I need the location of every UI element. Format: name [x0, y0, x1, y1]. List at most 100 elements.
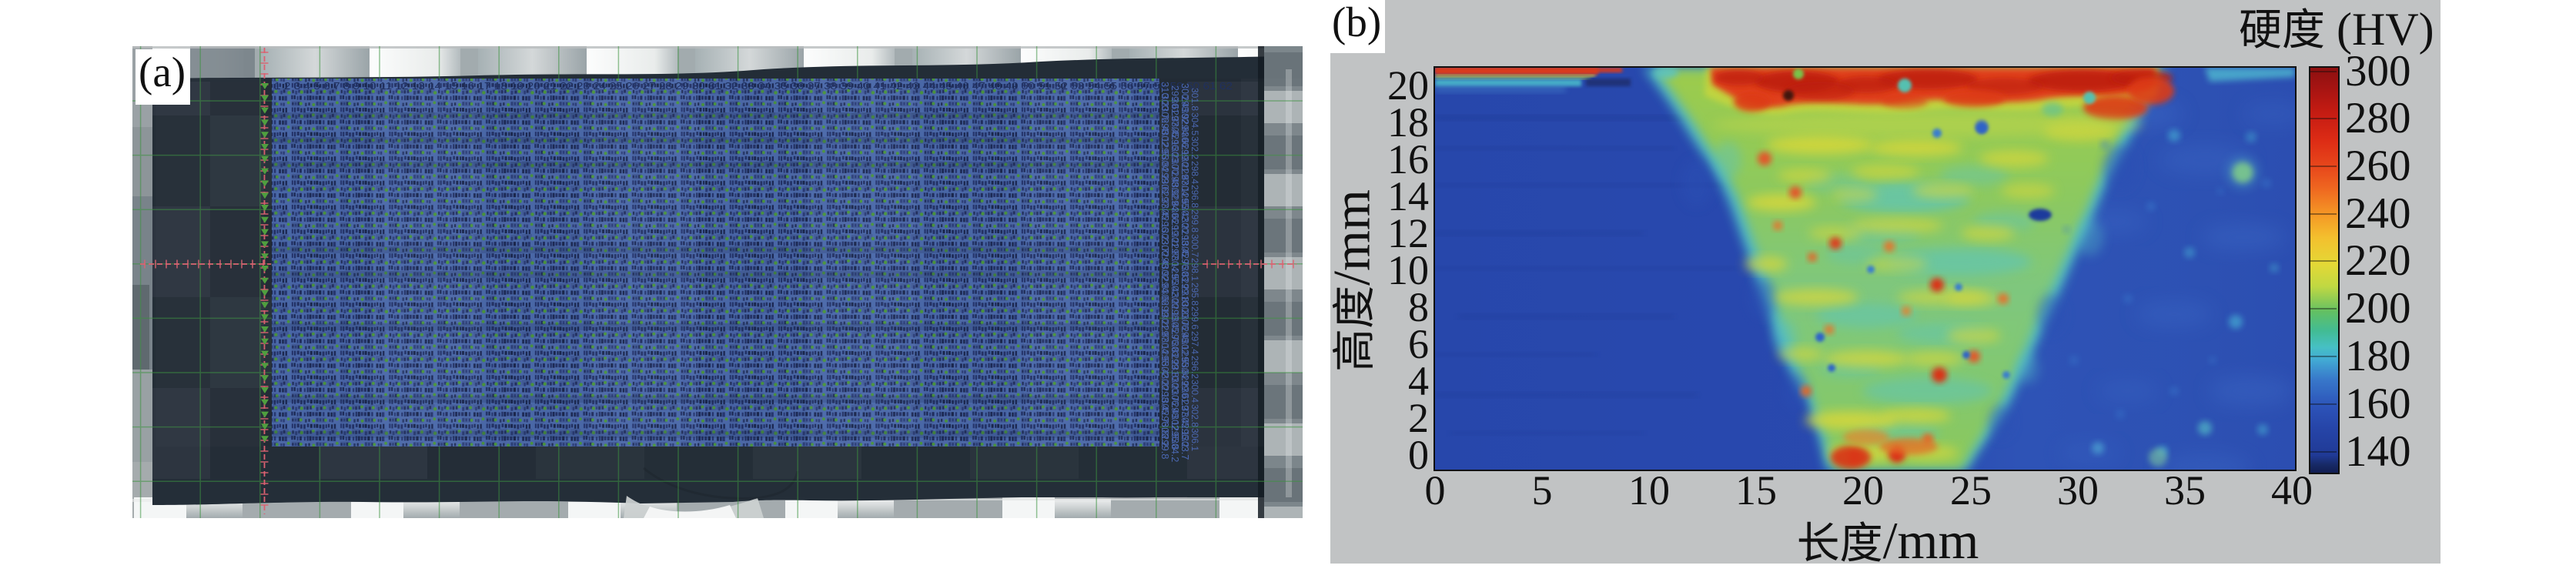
svg-text:306.1: 306.1	[1179, 132, 1190, 156]
svg-text:295.8: 295.8	[1179, 351, 1190, 375]
svg-text:298.9: 298.9	[1159, 252, 1171, 277]
svg-text:303.2: 303.2	[1169, 341, 1180, 365]
svg-text:299.8: 299.8	[1179, 278, 1190, 302]
svg-text:295.4: 295.4	[1169, 268, 1180, 292]
svg-text:297.1: 297.1	[1179, 169, 1190, 192]
svg-text:306.1: 306.1	[1189, 428, 1200, 451]
svg-text:303.7: 303.7	[1169, 146, 1180, 170]
svg-text:300.1: 300.1	[1169, 293, 1180, 316]
svg-text:303.2: 303.2	[1179, 266, 1190, 289]
svg-text:295.8: 295.8	[1159, 142, 1171, 168]
svg-text:300.4: 300.4	[1169, 159, 1180, 182]
svg-text:300.4: 300.4	[1179, 83, 1190, 107]
svg-text:300.7: 300.7	[1179, 302, 1190, 326]
svg-text:299.2: 299.2	[1159, 300, 1171, 326]
svg-text:304.5: 304.5	[1159, 337, 1171, 363]
svg-text:294.6: 294.6	[1159, 276, 1171, 302]
svg-text:302.5: 302.5	[1159, 130, 1171, 156]
svg-text:301.8: 301.8	[1189, 88, 1200, 111]
svg-text:304.2: 304.2	[1169, 438, 1180, 462]
svg-text:297.4: 297.4	[1169, 110, 1180, 134]
svg-text:297.4: 297.4	[1189, 331, 1200, 354]
svg-text:301.8: 301.8	[1169, 232, 1180, 256]
svg-text:300.7: 300.7	[1189, 234, 1200, 257]
svg-text:305.1: 305.1	[1179, 412, 1190, 436]
svg-text:1 2 3 4 5 6 7 8 9 10 11 12 13: 1 2 3 4 5 6 7 8 9 10 11 12 13 14 15 16 1…	[274, 81, 1233, 92]
svg-text:302.2: 302.2	[1189, 136, 1200, 159]
svg-text:299.6: 299.6	[1169, 85, 1180, 109]
svg-text:303.7: 303.7	[1179, 436, 1190, 460]
svg-text:294.6: 294.6	[1169, 195, 1180, 219]
svg-text:297.1: 297.1	[1169, 243, 1180, 267]
svg-text:294.6: 294.6	[1179, 119, 1190, 143]
svg-text:298.1: 298.1	[1159, 118, 1171, 143]
svg-text:302.5: 302.5	[1179, 339, 1190, 363]
svg-text:298.1: 298.1	[1169, 402, 1180, 426]
svg-text:296.2: 296.2	[1159, 216, 1171, 241]
svg-text:300.7: 300.7	[1159, 94, 1171, 119]
svg-text:299.6: 299.6	[1159, 167, 1171, 192]
svg-text:305.1: 305.1	[1169, 122, 1180, 146]
svg-text:300.7: 300.7	[1169, 377, 1180, 401]
svg-text:298.4: 298.4	[1159, 386, 1171, 411]
svg-text:310.2: 310.2	[1169, 365, 1180, 389]
svg-text:302.2: 302.2	[1169, 280, 1180, 304]
svg-text:297.4: 297.4	[1179, 400, 1190, 423]
svg-text:297.1: 297.1	[1159, 325, 1171, 350]
svg-text:296.8: 296.8	[1189, 185, 1200, 208]
svg-text:300.4: 300.4	[1189, 380, 1200, 403]
svg-text:306.4: 306.4	[1169, 390, 1180, 413]
svg-text:295.8: 295.8	[1189, 283, 1200, 306]
svg-text:302.8: 302.8	[1179, 108, 1190, 132]
svg-text:296.2: 296.2	[1179, 423, 1190, 447]
svg-text:299.2: 299.2	[1179, 144, 1190, 168]
svg-text:305.1: 305.1	[1159, 203, 1171, 229]
svg-text:303.7: 303.7	[1159, 228, 1171, 253]
svg-text:295.8: 295.8	[1169, 426, 1180, 450]
svg-text:305.7: 305.7	[1169, 316, 1180, 340]
svg-text:296.8: 296.8	[1169, 329, 1180, 353]
svg-text:300.4: 300.4	[1159, 239, 1171, 265]
svg-text:304.2: 304.2	[1159, 155, 1171, 180]
svg-text:302.2: 302.2	[1179, 205, 1190, 229]
svg-text:300.1: 300.1	[1159, 373, 1171, 399]
svg-text:304.2: 304.2	[1179, 363, 1190, 386]
svg-text:310.2: 310.2	[1159, 82, 1171, 107]
svg-text:305.7: 305.7	[1159, 398, 1171, 423]
svg-text:299.2: 299.2	[1169, 219, 1180, 243]
svg-text:300.1: 300.1	[1179, 217, 1190, 241]
svg-text:302.5: 302.5	[1169, 414, 1180, 438]
svg-text:304.5: 304.5	[1169, 256, 1180, 279]
svg-text:298.1: 298.1	[1189, 258, 1200, 281]
svg-text:302.8: 302.8	[1159, 264, 1171, 289]
svg-text:296.2: 296.2	[1189, 356, 1200, 379]
svg-text:301.8: 301.8	[1179, 156, 1190, 180]
svg-text:306.4: 306.4	[1159, 106, 1171, 132]
svg-text:306.4: 306.4	[1179, 314, 1190, 338]
svg-text:304.5: 304.5	[1179, 180, 1190, 204]
svg-text:299.6: 299.6	[1189, 306, 1200, 329]
svg-text:303.2: 303.2	[1159, 422, 1171, 447]
svg-text:296.8: 296.8	[1179, 253, 1190, 277]
svg-text:296.8: 296.8	[1159, 410, 1171, 436]
svg-text:302.2: 302.2	[1159, 361, 1171, 386]
svg-text:295.4: 295.4	[1179, 192, 1190, 216]
svg-text:298.9: 298.9	[1179, 95, 1190, 119]
svg-text:306.1: 306.1	[1159, 289, 1171, 314]
svg-text:305.7: 305.7	[1179, 241, 1190, 265]
svg-text:301.8: 301.8	[1159, 313, 1171, 338]
svg-text:296.2: 296.2	[1169, 134, 1180, 158]
svg-text:298.1: 298.1	[1179, 326, 1190, 350]
svg-text:298.4: 298.4	[1189, 161, 1200, 184]
svg-text:298.4: 298.4	[1169, 304, 1180, 328]
svg-text:298.9: 298.9	[1169, 171, 1180, 195]
svg-text:301.3: 301.3	[1159, 179, 1171, 204]
svg-text:299.8: 299.8	[1159, 434, 1171, 460]
svg-text:299.8: 299.8	[1169, 353, 1180, 377]
svg-text:299.8: 299.8	[1189, 209, 1200, 232]
svg-text:302.8: 302.8	[1189, 404, 1200, 427]
svg-text:298.4: 298.4	[1179, 229, 1190, 253]
svg-text:306.1: 306.1	[1169, 207, 1180, 231]
svg-text:299.6: 299.6	[1179, 375, 1190, 399]
svg-text:301.3: 301.3	[1169, 98, 1180, 122]
